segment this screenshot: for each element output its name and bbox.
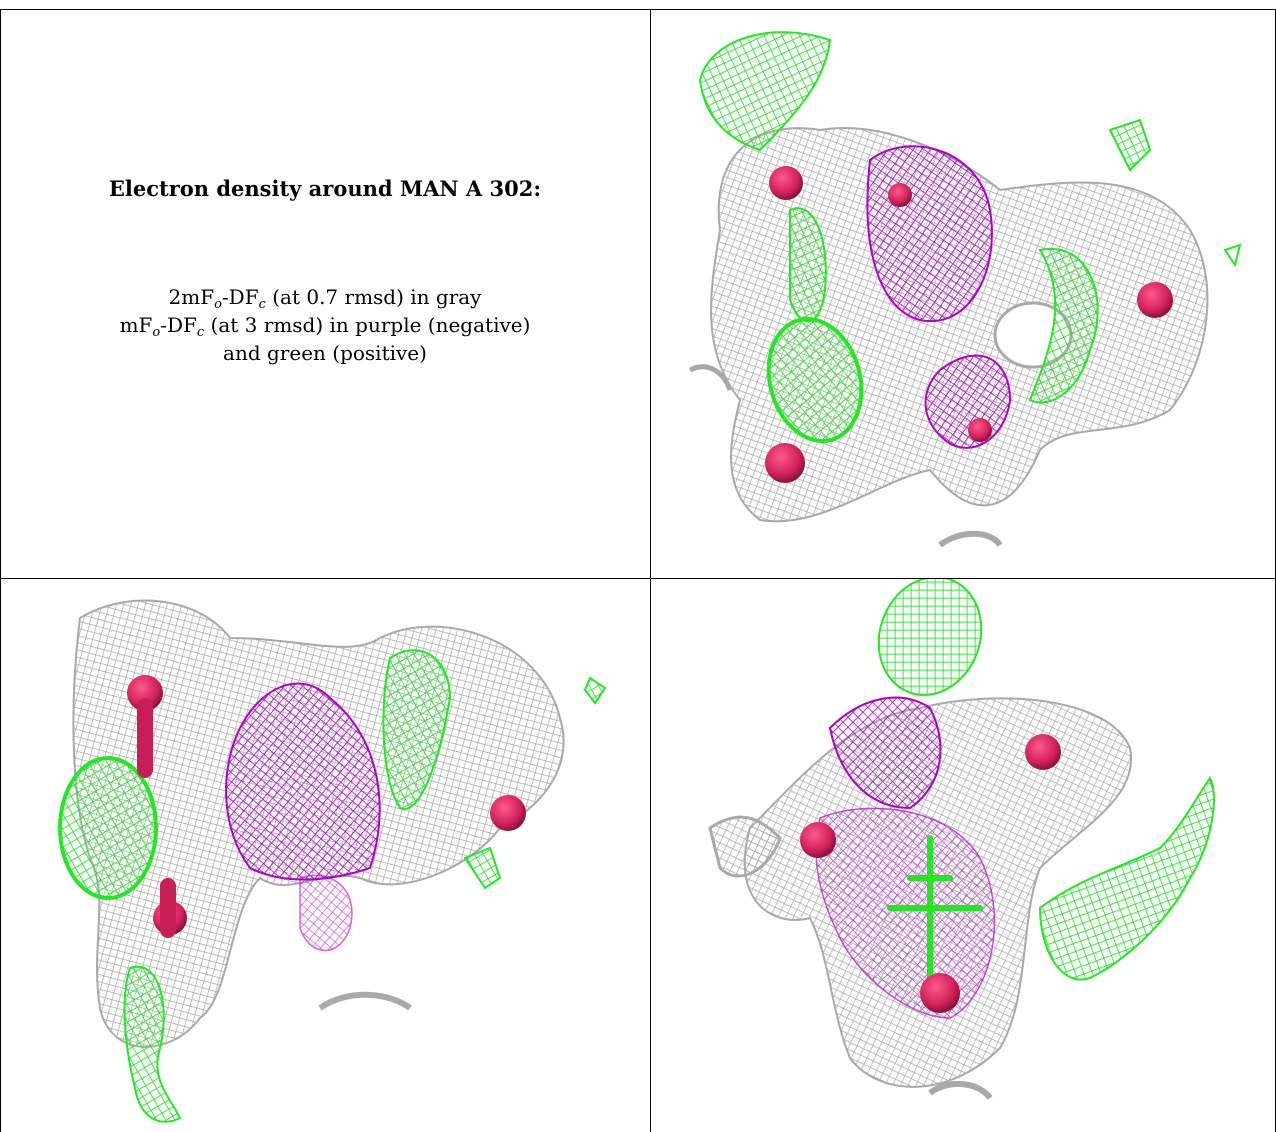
density-view-2 (0, 578, 650, 1132)
caption-title: Electron density around MAN A 302: (108, 176, 542, 201)
density-view-3 (650, 578, 1276, 1132)
legend-line-green: and green (positive) (223, 341, 427, 365)
border-middle (0, 578, 1276, 579)
border-top (0, 9, 1276, 10)
border-left (0, 9, 1, 1132)
density-mesh-illustration-1 (688, 31, 1242, 548)
legend-line-purple: mFo-DFc (at 3 rmsd) in purple (negative) (119, 313, 531, 340)
density-mesh-illustration-2 (58, 599, 607, 1123)
density-mesh-illustration-3 (708, 578, 1215, 1100)
border-center (650, 9, 651, 1132)
legend-line-gray: 2mFo-DFc (at 0.7 rmsd) in gray (168, 285, 482, 312)
density-view-1 (650, 0, 1276, 578)
caption-cell: Electron density around MAN A 302: 2mFo-… (0, 0, 650, 578)
caption-legend: 2mFo-DFc (at 0.7 rmsd) in gray mFo-DFc (… (0, 283, 650, 367)
